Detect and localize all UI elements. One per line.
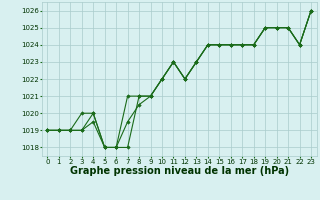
X-axis label: Graphe pression niveau de la mer (hPa): Graphe pression niveau de la mer (hPa) [70,166,289,176]
